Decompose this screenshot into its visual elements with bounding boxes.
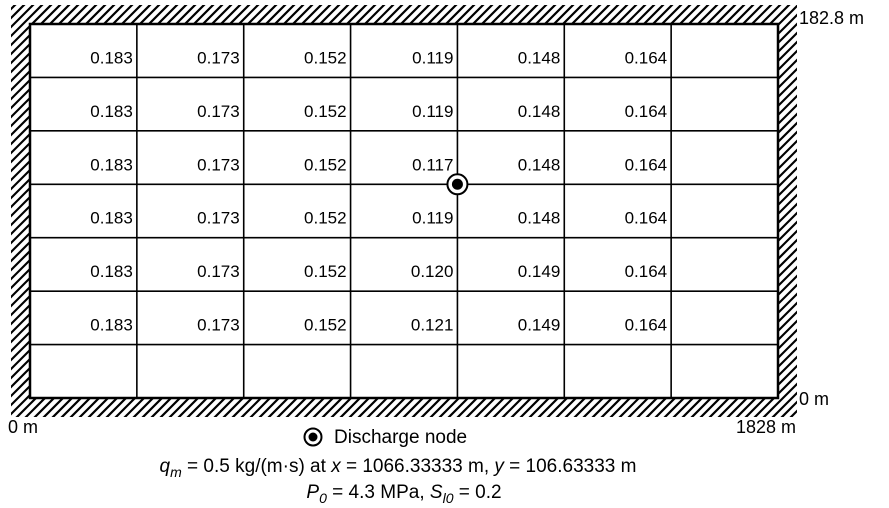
cell-value: 0.119 <box>412 48 453 67</box>
cell-value: 0.152 <box>304 316 347 335</box>
cell-value: 0.149 <box>518 316 561 335</box>
cell-value: 0.164 <box>625 102 668 121</box>
cell-value: 0.164 <box>625 209 668 228</box>
cell-value: 0.183 <box>90 155 133 174</box>
domain-border <box>28 22 780 400</box>
cell-value: 0.183 <box>90 262 133 281</box>
cell-value: 0.173 <box>197 102 240 121</box>
cell-value: 0.164 <box>625 155 668 174</box>
cell-value: 0.173 <box>197 48 240 67</box>
cell-value: 0.117 <box>412 155 453 174</box>
caption-line-1: qm = 0.5 kg/(m·s) at x = 1066.33333 m, y… <box>160 456 637 480</box>
y-max-label: 182.8 m <box>799 8 864 28</box>
cell-value: 0.183 <box>90 209 133 228</box>
discharge-node-marker <box>446 173 469 196</box>
cell-value: 0.164 <box>625 262 668 281</box>
cell-value: 0.164 <box>625 316 668 335</box>
cell-value: 0.152 <box>304 48 347 67</box>
legend: Discharge node <box>303 427 467 448</box>
cell-value: 0.121 <box>411 316 454 335</box>
grid-lines <box>30 24 778 398</box>
cell-value: 0.148 <box>518 48 561 67</box>
cell-value: 0.183 <box>90 102 133 121</box>
cell-value: 0.183 <box>90 48 133 67</box>
cell-value: 0.173 <box>197 316 240 335</box>
cell-value: 0.119 <box>412 209 453 228</box>
cell-value: 0.152 <box>304 155 347 174</box>
cell-value: 0.164 <box>625 48 668 67</box>
cell-value: 0.148 <box>518 155 561 174</box>
caption-line-2: P0 = 4.3 MPa, Sl0 = 0.2 <box>306 482 501 506</box>
cell-values: 0.183 0.173 0.152 0.119 0.148 0.164 0.183 0.173… <box>90 48 667 334</box>
y-min-label: 0 m <box>799 389 829 409</box>
cell-value: 0.152 <box>304 262 347 281</box>
cell-value: 0.173 <box>197 262 240 281</box>
legend-label: Discharge node <box>334 427 467 448</box>
x-max-label: 1828 m <box>736 417 796 437</box>
cell-value: 0.173 <box>197 155 240 174</box>
cell-value: 0.183 <box>90 316 133 335</box>
cell-value: 0.152 <box>304 102 347 121</box>
cell-value: 0.148 <box>518 102 561 121</box>
cell-value: 0.119 <box>412 102 453 121</box>
cell-value: 0.148 <box>518 209 561 228</box>
cell-value: 0.173 <box>197 209 240 228</box>
cell-value: 0.152 <box>304 209 347 228</box>
cell-value: 0.120 <box>411 262 454 281</box>
x-min-label: 0 m <box>8 417 38 437</box>
cell-value: 0.149 <box>518 262 561 281</box>
